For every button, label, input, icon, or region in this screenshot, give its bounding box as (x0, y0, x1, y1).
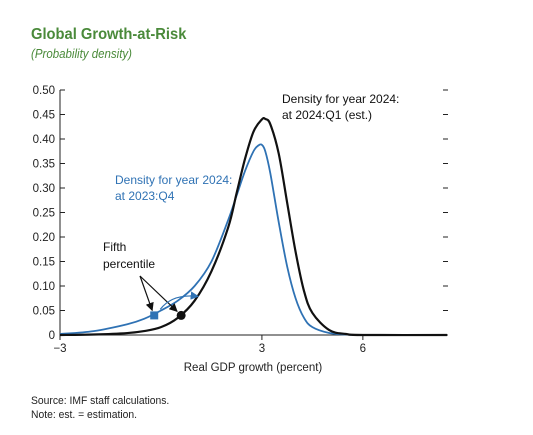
y-tick-label: 0.35 (33, 159, 55, 171)
x-tick-label: 3 (259, 343, 265, 355)
arrow-to-2024q1-percentile (139, 275, 178, 312)
y-tick-label: 0.30 (33, 183, 55, 195)
fifth-percentile-label-line2: percentile (103, 257, 155, 271)
y-tick-label: 0.15 (33, 257, 55, 269)
chart-notes: Source: IMF staff calculations. Note: es… (31, 394, 169, 422)
estimation-note: Note: est. = estimation. (31, 409, 138, 421)
black-series-label-line1: Density for year 2024: (282, 92, 399, 106)
y-axis-ticks: 0 0.05 0.10 0.15 0.20 0.25 0.30 0.35 0.40 0.45 0.5… (33, 85, 65, 342)
percentile-markers (150, 310, 186, 320)
fifth-percentile-2023q4-marker (150, 311, 159, 320)
fifth-percentile-2024q1-marker (176, 310, 186, 320)
series-line-2024q1 (59, 116, 448, 337)
chart-title: Global Growth-at-Risk (31, 26, 187, 43)
x-axis-label: Real GDP growth (percent) (184, 362, 323, 374)
series-line-2023q4 (59, 143, 448, 336)
axes (59, 90, 447, 336)
y-tick-label: 0.45 (33, 110, 55, 122)
x-tick-label: −3 (53, 343, 66, 355)
series-lines (59, 116, 448, 337)
black-series-label-line2: at 2024:Q1 (est.) (282, 108, 372, 122)
blue-series-label-line2: at 2023:Q4 (115, 189, 175, 203)
blue-series-label-line1: Density for year 2024: (115, 173, 232, 187)
blue-shift-arrow (159, 291, 200, 310)
y-tick-label: 0 (49, 330, 55, 342)
y-tick-label: 0.20 (33, 232, 55, 244)
source-note: Source: IMF staff calculations. (31, 395, 170, 407)
annotation-arrows (139, 275, 200, 312)
y-tick-label: 0.05 (33, 306, 55, 318)
y-tick-label: 0.50 (33, 85, 55, 97)
arrow-to-2023q4-percentile (139, 275, 154, 312)
right-axis-ticks (443, 89, 448, 336)
chart-subtitle: (Probability density) (31, 47, 132, 61)
y-tick-label: 0.25 (33, 208, 55, 220)
y-tick-label: 0.10 (33, 281, 55, 293)
y-tick-label: 0.40 (33, 134, 55, 146)
fifth-percentile-label-line1: Fifth (103, 240, 126, 254)
x-axis-ticks: −3 3 6 (53, 335, 366, 355)
x-tick-label: 6 (360, 343, 366, 355)
